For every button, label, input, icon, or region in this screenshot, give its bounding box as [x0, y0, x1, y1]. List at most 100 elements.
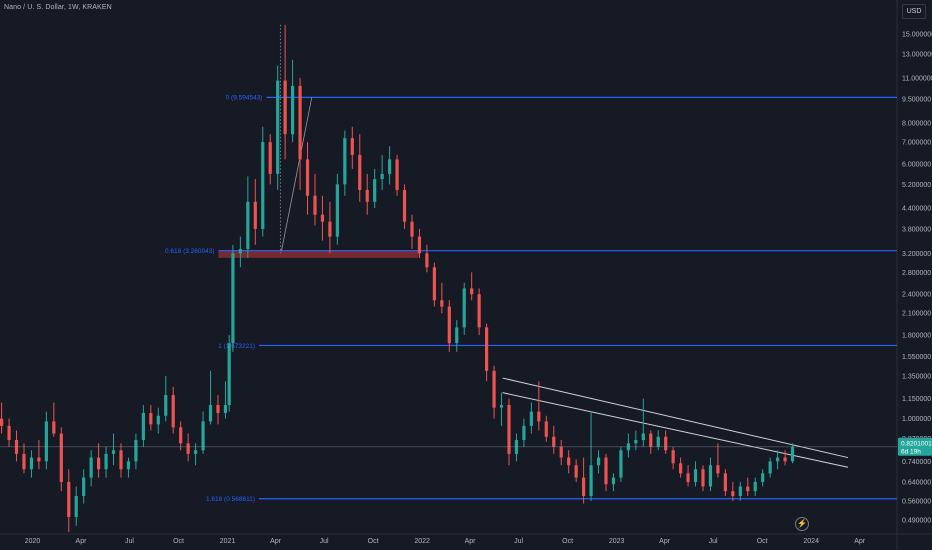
candle-body: [395, 159, 399, 190]
time-axis[interactable]: 2020 Apr Jul Oct 2021 Apr Jul Oct 2022 Apr Jul Oct 2…: [25, 538, 866, 545]
candle-body: [335, 184, 339, 237]
fib-level-label: 0.618 (3.260043): [165, 248, 215, 255]
candle-body: [268, 142, 272, 174]
y-tick-label: 0.490000: [902, 517, 931, 524]
last-price-tag: [898, 437, 932, 456]
y-tick-label: 5.200000: [902, 182, 931, 189]
price-axis[interactable]: 15.000000 13.000000 11.000000 9.500000 8.000…: [902, 31, 932, 524]
candle-body: [44, 421, 48, 462]
candle-body: [276, 80, 280, 174]
candle-body: [358, 154, 362, 190]
candle-body: [507, 405, 511, 454]
candle-body: [485, 327, 489, 371]
fib-level-label: 1.618 (0.568611): [206, 496, 255, 503]
x-tick-label: Apr: [854, 538, 866, 545]
resistance-band-rect[interactable]: [218, 250, 419, 258]
y-tick-label: 2.400000: [902, 292, 931, 299]
candle-body: [432, 267, 436, 301]
candle-body: [320, 214, 325, 222]
candle-body: [238, 248, 242, 254]
candle-body: [731, 491, 735, 496]
y-tick-label: 1.550000: [902, 354, 931, 361]
x-tick-label: Apr: [659, 538, 671, 545]
candle-body: [470, 288, 474, 295]
y-tick-label: 15.000000: [902, 31, 932, 38]
y-tick-label: 2.800000: [902, 270, 931, 277]
y-tick-label: 1.350000: [902, 373, 931, 380]
y-tick-label: 11.000000: [902, 75, 932, 82]
y-tick-label: 7.000000: [902, 140, 931, 147]
candle-body: [52, 421, 56, 434]
candle-body: [119, 450, 123, 470]
candle-body: [283, 80, 287, 135]
candle-body: [604, 457, 608, 485]
candle-body: [179, 427, 183, 444]
candle-body: [559, 446, 563, 458]
y-tick-label: 1.800000: [902, 333, 931, 340]
resistance-band[interactable]: [218, 250, 419, 258]
candle-body: [208, 405, 213, 422]
candle-body: [223, 405, 228, 414]
x-tick-label: 2020: [25, 538, 41, 545]
bar-countdown: 6d 19h: [901, 448, 921, 455]
x-tick-label: 2022: [414, 538, 430, 545]
fibonacci-levels[interactable]: 0 (9.594543) 0.618 (3.260043) 1 (1.673221)…: [165, 95, 897, 503]
candles: [0, 24, 795, 532]
candle-body: [227, 343, 231, 406]
candle-body: [761, 473, 765, 482]
candle-body: [67, 481, 71, 518]
candle-body: [186, 443, 190, 454]
candle-body: [671, 450, 675, 464]
y-tick-label: 6.000000: [902, 162, 931, 169]
candle-body: [574, 465, 578, 478]
candle-body: [171, 395, 175, 428]
trendline[interactable]: [502, 392, 849, 468]
candle-body: [544, 421, 548, 437]
fib-anchor-line[interactable]: [281, 97, 313, 252]
candle-body: [477, 294, 481, 328]
candle-body: [410, 221, 414, 237]
candle-body: [29, 457, 34, 470]
candle-body: [768, 461, 772, 474]
x-tick-label: 2021: [220, 538, 236, 545]
candle-body: [59, 433, 63, 482]
candle-body: [365, 189, 369, 202]
x-tick-label: Jul: [320, 538, 329, 545]
fib-level-label: 0 (9.594543): [226, 95, 263, 102]
candle-body: [343, 138, 347, 185]
y-tick-label: 8.000000: [902, 121, 931, 128]
lightning-icon[interactable]: ⚡: [795, 517, 809, 531]
candle-body: [492, 370, 496, 408]
candle-body: [253, 201, 257, 229]
y-tick-label: 4.400000: [902, 206, 931, 213]
y-tick-label: 0.740000: [902, 459, 931, 466]
trendline[interactable]: [502, 377, 849, 459]
candle-body: [126, 461, 131, 470]
x-tick-label: Jul: [709, 538, 718, 545]
candle-body: [783, 457, 787, 462]
candle-body: [567, 457, 571, 466]
drawings[interactable]: [279, 24, 849, 468]
candle-body: [22, 453, 26, 470]
candle-body: [74, 495, 78, 518]
candle-body: [716, 465, 720, 474]
candle-body: [529, 411, 533, 426]
x-tick-label: 2024: [803, 538, 819, 545]
candle-body: [790, 446, 795, 462]
candle-body: [738, 486, 742, 496]
candle-body: [634, 439, 638, 444]
candle-body: [194, 450, 198, 454]
candle-body: [350, 138, 354, 155]
candle-body: [305, 159, 310, 196]
y-tick-label: 0.640000: [902, 479, 931, 486]
y-tick-label: 1.150000: [902, 396, 931, 403]
candle-body: [753, 481, 757, 492]
currency-button[interactable]: USD: [902, 4, 926, 19]
candle-body: [746, 486, 750, 492]
x-tick-label: Jul: [125, 538, 134, 545]
candle-body: [298, 85, 302, 160]
candle-body: [313, 195, 317, 215]
candle-body: [388, 159, 392, 174]
